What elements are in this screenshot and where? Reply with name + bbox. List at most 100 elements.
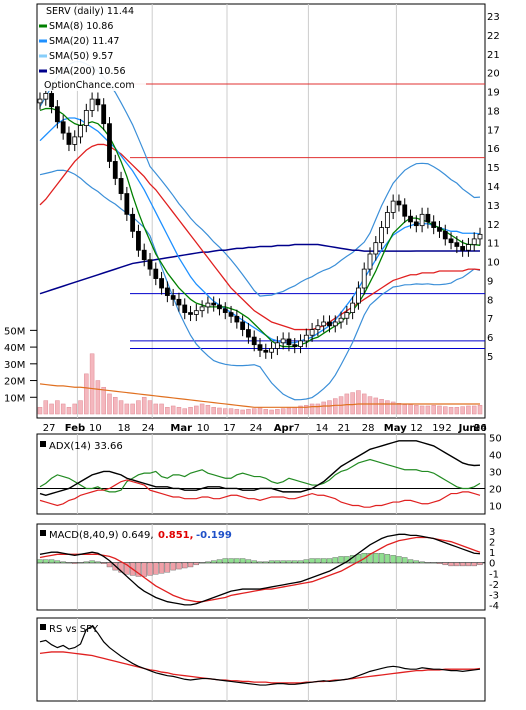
price-tick-label: 10 xyxy=(487,258,500,269)
price-tick-label: 13 xyxy=(487,201,500,212)
macd-label-swatch xyxy=(40,530,46,536)
volume-bar xyxy=(159,403,164,415)
legend-sma8: SMA(8) 10.86 xyxy=(49,21,113,32)
volume-bar xyxy=(43,400,49,415)
price-layer xyxy=(37,60,485,401)
macd-panel-frame xyxy=(36,523,486,611)
candle-body xyxy=(419,213,425,227)
candle-body xyxy=(431,221,437,228)
price-tick-label: 17 xyxy=(487,125,500,136)
candle-body xyxy=(442,230,448,240)
candle-body xyxy=(164,287,170,296)
rs-panel-frame xyxy=(36,617,486,702)
candle-body xyxy=(286,338,292,346)
macd-histogram-bar xyxy=(66,562,72,564)
volume-bar xyxy=(246,409,251,415)
signal-value: -0.199 xyxy=(196,530,232,541)
volume-bar xyxy=(257,407,263,415)
candle-body xyxy=(136,230,141,251)
macd-histogram-bar xyxy=(176,562,182,570)
rs-label: RS vs SPY xyxy=(40,624,99,635)
macd-tick-label: 0 xyxy=(489,559,495,570)
volume-bar xyxy=(263,409,269,415)
ticker-label: SERV (daily) 11.44 xyxy=(46,6,134,17)
axis-labels: 23222120191817161514131211109876550M40M3… xyxy=(4,12,502,612)
macd-histogram-bar xyxy=(367,553,373,563)
macd-histogram-bar xyxy=(164,562,171,573)
macd-histogram-bar xyxy=(373,553,379,563)
volume-bars xyxy=(37,353,483,415)
macd-histogram-bar xyxy=(141,562,147,577)
volume-bar xyxy=(292,407,297,415)
macd-histogram-bar xyxy=(153,562,159,575)
macd-histogram-bar xyxy=(309,558,315,563)
macd-tick-label: -4 xyxy=(489,601,499,612)
candle-body xyxy=(188,312,193,315)
volume-bar xyxy=(217,407,222,415)
candle-body xyxy=(222,308,228,313)
volume-bar xyxy=(165,407,170,415)
candle-body xyxy=(263,349,269,353)
volume-bar xyxy=(408,404,413,415)
macd-histogram-bar xyxy=(274,560,281,563)
candle-body xyxy=(78,125,83,138)
volume-bar xyxy=(37,407,43,415)
volume-bar xyxy=(60,403,66,415)
volume-bar xyxy=(205,405,211,415)
candle-body xyxy=(37,98,43,104)
adx-label-swatch xyxy=(40,441,46,447)
watermark: OptionChance.com xyxy=(44,80,135,91)
candle-body xyxy=(159,278,164,289)
x-tick-label: 24 xyxy=(142,423,155,434)
volume-bar xyxy=(170,405,176,415)
legend-background xyxy=(38,5,146,91)
macd-histogram-bar xyxy=(43,559,49,563)
sma50-line xyxy=(39,143,481,331)
volume-bar xyxy=(211,407,216,415)
macd-histogram-bar xyxy=(193,562,200,566)
volume-bar xyxy=(118,400,124,415)
legend-sma200: SMA(200) 10.56 xyxy=(49,66,126,77)
price-tick-label: 23 xyxy=(487,12,500,23)
volume-tick-label: 10M xyxy=(4,393,25,404)
volume-bar xyxy=(275,409,280,415)
macd-histogram-bar xyxy=(118,562,124,573)
macd-histogram-bar xyxy=(210,560,217,563)
volume-bar xyxy=(49,403,54,415)
macd-histogram-bar xyxy=(100,562,107,564)
volume-bar xyxy=(136,400,141,415)
macd-histogram-bar xyxy=(326,558,333,563)
adx-line xyxy=(39,440,481,497)
volume-tick-label: 50M xyxy=(4,326,25,337)
candle-body xyxy=(234,315,240,323)
sma20-line xyxy=(39,117,481,344)
volume-bar xyxy=(95,380,101,415)
macd-histogram-bar xyxy=(315,558,321,563)
volume-bar xyxy=(141,397,147,415)
macd-histogram-bar xyxy=(77,562,84,564)
candle-body xyxy=(315,325,321,330)
candle-body xyxy=(413,221,419,227)
macd-histogram-bar xyxy=(251,560,257,563)
macd-histogram-bar xyxy=(245,559,252,563)
macd-layer xyxy=(37,533,485,606)
candle-body xyxy=(437,227,442,232)
x-tick-label: 30 xyxy=(474,423,487,434)
candle-body xyxy=(384,212,390,228)
macd-histogram-bar xyxy=(263,561,269,563)
candle-body xyxy=(356,287,361,304)
volume-bar xyxy=(89,353,95,415)
candle-body xyxy=(130,213,136,232)
price-tick-label: 18 xyxy=(487,106,500,117)
x-tick-label: 16 xyxy=(474,423,487,434)
volume-bar xyxy=(448,407,454,415)
price-legend: SERV (daily) 11.44 SMA(8) 10.86 SMA(20) … xyxy=(38,5,146,91)
price-tick-label: 16 xyxy=(487,144,500,155)
legend-sma20: SMA(20) 11.47 xyxy=(49,36,119,47)
adx-tick-label: 20 xyxy=(489,484,502,495)
candle-body xyxy=(298,340,303,347)
price-panel-frame xyxy=(36,3,486,419)
volume-bar xyxy=(101,386,106,415)
candle-body xyxy=(66,132,72,145)
candle-body xyxy=(147,259,153,270)
